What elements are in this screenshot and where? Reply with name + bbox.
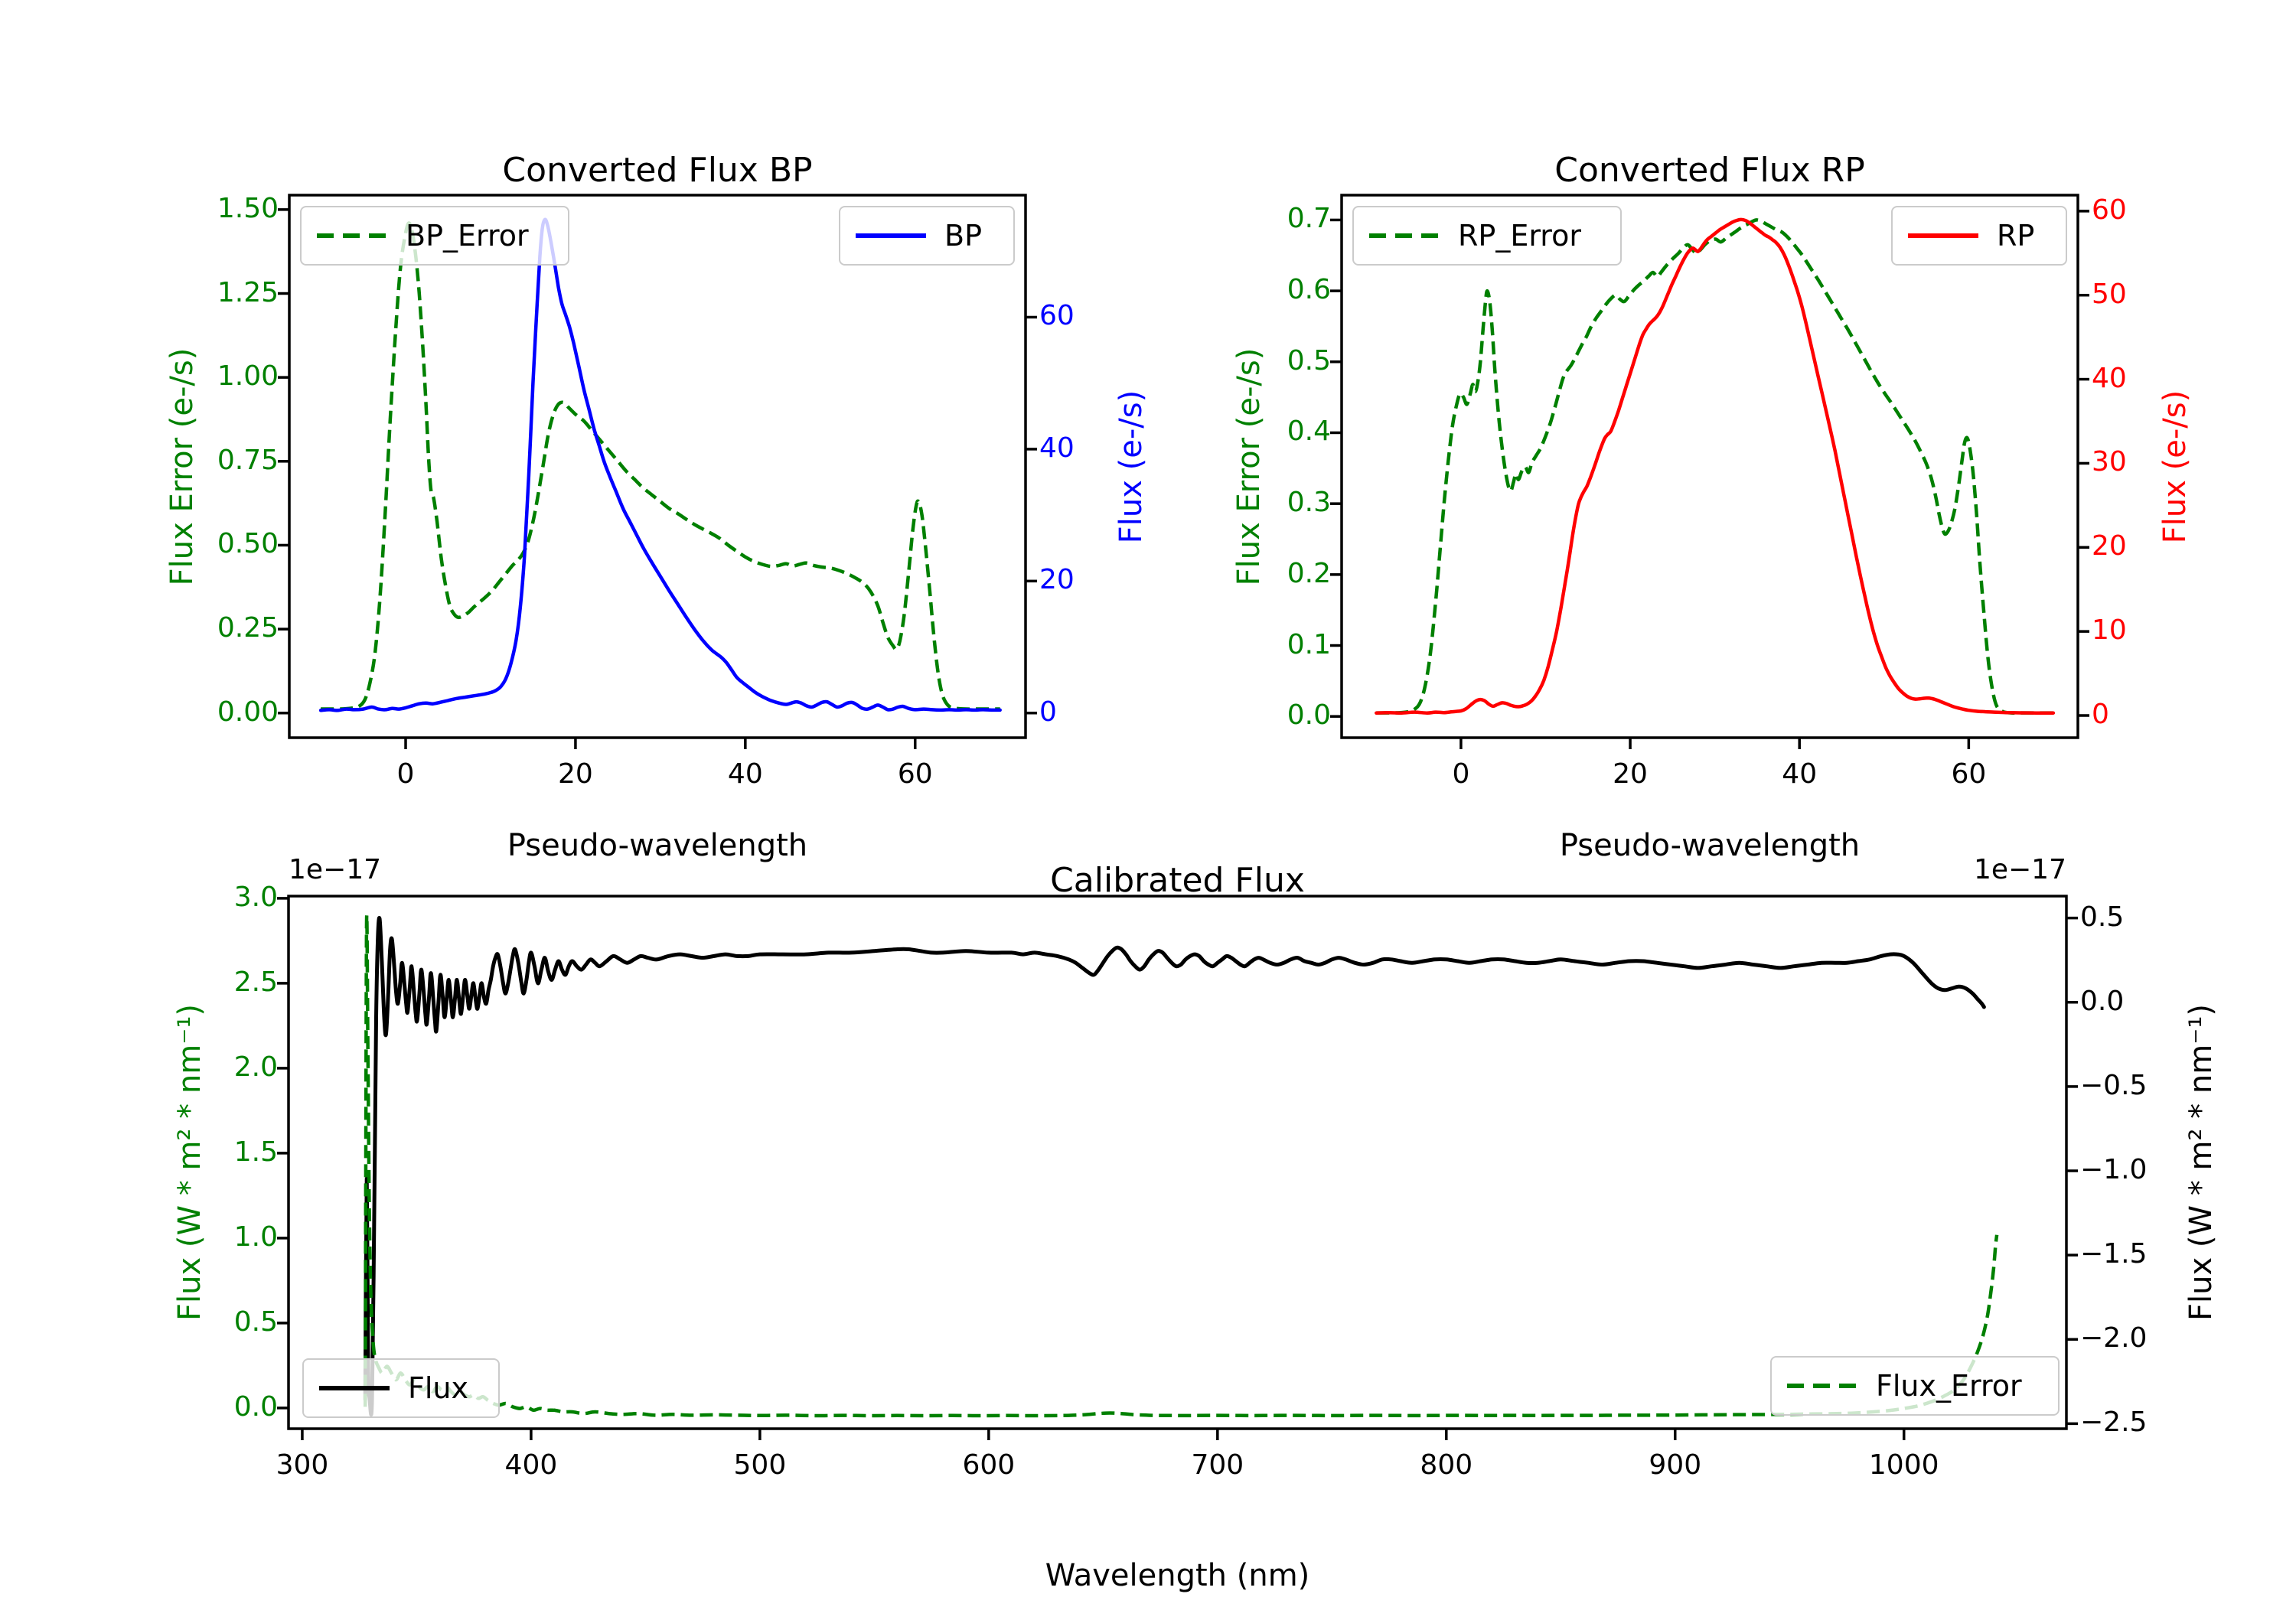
- rp-y-right-tick-label: 30: [2092, 446, 2127, 478]
- rp-x-tick-label: 40: [1782, 758, 1818, 790]
- flux-legend-line-icon: [319, 1386, 390, 1390]
- bp-y-left-tick-label: 1.50: [217, 192, 279, 224]
- calibrated-y-right-tick-label: −0.5: [2080, 1069, 2148, 1101]
- calibrated-y-left-tick-label: 1.5: [233, 1136, 278, 1168]
- rp-plot-border: [1340, 194, 2079, 739]
- rp-error-legend-label: RP_Error: [1458, 219, 1581, 253]
- flux-line: [363, 915, 1986, 1416]
- legend-flux: Flux: [302, 1358, 500, 1418]
- offset-text-left: 1e−17: [289, 854, 382, 885]
- bp-error-line: [321, 221, 1000, 711]
- calibrated-x-tick-label: 900: [1649, 1449, 1702, 1481]
- calibrated-x-tick-label: 1000: [1868, 1449, 1939, 1481]
- bp-y-left-tick-label: 1.00: [217, 360, 279, 393]
- offset-text-right: 1e−17: [1973, 854, 2066, 885]
- rp-y-left-tick-label: 0.2: [1287, 557, 1331, 589]
- rp-y-right-tick-label: 10: [2092, 614, 2127, 647]
- calibrated-y-left-tick-label: 2.5: [233, 966, 278, 998]
- rp-y-right-tick-label: 20: [2092, 530, 2127, 562]
- rp-error-legend-line-icon: [1369, 233, 1440, 238]
- bp-legend-line-icon: [856, 233, 926, 238]
- rp-y-right-tick-label: 50: [2092, 278, 2127, 310]
- rp-x-tick-label: 20: [1613, 758, 1648, 790]
- legend-flux-error: Flux_Error: [1770, 1356, 2060, 1416]
- rp-y-right-tick-label: 40: [2092, 362, 2127, 394]
- bp-y-right-tick-label: 40: [1039, 432, 1075, 464]
- xlabel-calibrated: Wavelength (nm): [1045, 1558, 1310, 1593]
- ylabel-bp-right: Flux (e-/s): [1114, 390, 1149, 544]
- calibrated-y-left-tick-label: 3.0: [233, 881, 278, 913]
- rp-line: [1375, 217, 2056, 715]
- legend-bp-error: BP_Error: [300, 206, 569, 266]
- calibrated-x-tick-label: 800: [1420, 1449, 1473, 1481]
- bp-x-tick-label: 20: [558, 758, 593, 790]
- bp-y-right-tick-label: 0: [1039, 696, 1057, 728]
- rp-y-left-tick-label: 0.7: [1287, 203, 1331, 235]
- calibrated-y-right-tick-label: 0.0: [2080, 985, 2125, 1017]
- rp-x-tick-label: 60: [1951, 758, 1987, 790]
- calibrated-x-tick-label: 300: [276, 1449, 329, 1481]
- bp-error-legend-line-icon: [317, 233, 387, 238]
- bp-y-left-tick-label: 0.50: [217, 528, 279, 560]
- calibrated-y-left-tick-label: 2.0: [233, 1051, 278, 1083]
- title-converted-flux-rp: Converted Flux RP: [1554, 151, 1865, 190]
- bp-curves: [318, 217, 1002, 712]
- rp-legend-label: RP: [1997, 219, 2035, 253]
- calibrated-x-tick-label: 600: [962, 1449, 1016, 1481]
- rp-legend-line-icon: [1908, 233, 1978, 238]
- bp-x-tick-label: 40: [727, 758, 763, 790]
- calibrated-x-tick-label: 500: [733, 1449, 787, 1481]
- calibrated-y-right-tick-label: −1.0: [2080, 1154, 2148, 1185]
- ylabel-calibrated-right: Flux (W * m² * nm⁻¹): [2183, 1004, 2219, 1321]
- bp-y-right-tick-label: 60: [1039, 300, 1075, 332]
- calibrated-x-tick-label: 700: [1191, 1449, 1244, 1481]
- rp-curves: [1375, 217, 2056, 715]
- rp-y-left-tick-label: 0.0: [1287, 699, 1331, 732]
- rp-y-left-tick-label: 0.1: [1287, 628, 1331, 660]
- bp-line: [318, 217, 1002, 712]
- calibrated-y-right-tick-label: −1.5: [2080, 1238, 2148, 1270]
- legend-bp: BP: [839, 206, 1015, 266]
- bp-y-left-tick-label: 0.00: [217, 696, 279, 728]
- rp-y-left-tick-label: 0.5: [1287, 344, 1331, 376]
- flux-legend-label: Flux: [408, 1371, 468, 1405]
- rp-error-line: [1376, 218, 2053, 715]
- xlabel-bp: Pseudo-wavelength: [507, 828, 808, 863]
- rp-y-left-tick-label: 0.3: [1287, 487, 1331, 519]
- rp-x-tick-label: 0: [1452, 758, 1470, 790]
- ylabel-rp-left: Flux Error (e-/s): [1231, 347, 1267, 586]
- bp-error-legend-label: BP_Error: [406, 219, 529, 253]
- rp-y-left-tick-label: 0.4: [1287, 416, 1331, 448]
- bp-x-tick-label: 0: [396, 758, 415, 790]
- bp-plot-border: [288, 194, 1027, 739]
- bp-y-left-tick-label: 0.25: [217, 612, 279, 644]
- bp-x-tick-label: 60: [897, 758, 933, 790]
- flux-error-legend-label: Flux_Error: [1876, 1369, 2022, 1403]
- flux-error-legend-line-icon: [1787, 1384, 1857, 1388]
- calibrated-y-right-tick-label: −2.5: [2080, 1407, 2148, 1439]
- rp-y-left-tick-label: 0.6: [1287, 274, 1331, 306]
- rp-y-right-tick-label: 60: [2092, 194, 2127, 226]
- calibrated-y-right-tick-label: −2.0: [2080, 1322, 2148, 1354]
- xlabel-rp: Pseudo-wavelength: [1559, 828, 1861, 863]
- bp-y-left-tick-label: 0.75: [217, 444, 279, 476]
- calibrated-y-left-tick-label: 0.5: [233, 1305, 278, 1338]
- calibrated-y-right-tick-label: 0.5: [2080, 901, 2125, 933]
- calibrated-plot-border: [287, 895, 2068, 1430]
- rp-y-right-tick-label: 0: [2092, 698, 2109, 730]
- calibrated-x-tick-label: 400: [504, 1449, 558, 1481]
- calibrated-y-left-tick-label: 0.0: [233, 1390, 278, 1423]
- bp-y-right-tick-label: 20: [1039, 564, 1075, 596]
- ylabel-rp-right: Flux (e-/s): [2157, 390, 2193, 544]
- title-calibrated-flux: Calibrated Flux: [1050, 861, 1305, 900]
- legend-rp: RP: [1891, 206, 2067, 266]
- calibrated-y-left-tick-label: 1.0: [233, 1221, 278, 1253]
- title-converted-flux-bp: Converted Flux BP: [502, 151, 813, 190]
- legend-rp-error: RP_Error: [1352, 206, 1622, 266]
- bp-legend-label: BP: [944, 219, 982, 253]
- bp-y-left-tick-label: 1.25: [217, 276, 279, 308]
